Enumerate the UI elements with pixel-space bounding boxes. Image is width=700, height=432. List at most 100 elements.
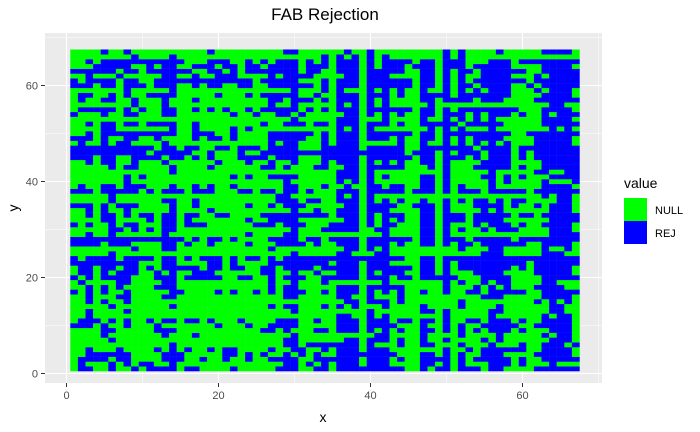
heatmap-cell [283,212,291,218]
heatmap-cell [184,308,193,314]
heatmap-cell [465,145,474,151]
heatmap-cell [77,251,86,257]
heatmap-cell [275,83,284,89]
heatmap-cell [191,169,200,175]
heatmap-cell [290,126,299,132]
heatmap-cell [207,83,215,89]
heatmap-cell [229,251,238,257]
heatmap-cell [283,49,291,55]
heatmap-cell [503,203,512,209]
heatmap-cell [526,78,535,84]
heatmap-cell [70,179,79,185]
heatmap-cell [480,179,489,185]
heatmap-cell [93,217,101,223]
heatmap-cell [93,83,101,89]
heatmap-cell [237,260,246,266]
heatmap-cell [184,294,193,300]
heatmap-cell [93,289,101,295]
heatmap-cell [161,97,170,103]
heatmap-cell [290,97,299,103]
heatmap-cell [214,284,223,290]
heatmap-cell [77,97,86,103]
heatmap-cell [343,193,352,199]
heatmap-cell [169,111,177,117]
heatmap-cell [313,222,322,228]
heatmap-cell [366,332,375,338]
heatmap-cell [435,107,443,113]
heatmap-cell [267,116,276,122]
heatmap-cell [526,159,535,165]
heatmap-cell [283,270,291,276]
heatmap-cell [359,92,367,98]
heatmap-cell [77,59,86,65]
heatmap-cell [427,107,436,113]
heatmap-cell [412,198,421,204]
heatmap-cell [518,279,527,285]
heatmap-cell [222,92,231,98]
heatmap-cell [503,284,512,290]
heatmap-cell [108,183,117,189]
heatmap-cell [153,356,162,362]
heatmap-cell [298,164,307,170]
heatmap-cell [191,308,200,314]
heatmap-cell [252,303,261,309]
heatmap-cell [480,222,489,228]
heatmap-cell [526,188,535,194]
heatmap-cell [351,255,360,261]
heatmap-cell [351,361,360,367]
heatmap-cell [465,342,474,348]
heatmap-cell [313,63,322,69]
heatmap-cell [488,203,497,209]
heatmap-cell [511,299,519,305]
heatmap-cell [199,73,208,79]
heatmap-cell [131,102,139,108]
heatmap-cell [564,169,573,175]
heatmap-cell [465,131,474,137]
heatmap-cell [366,342,375,348]
heatmap-cell [495,203,504,209]
heatmap-cell [564,183,573,189]
heatmap-cell [351,68,360,74]
heatmap-cell [465,313,474,319]
heatmap-cell [404,92,413,98]
heatmap-cell [328,332,337,338]
heatmap-cell [153,347,162,353]
heatmap-cell [267,255,276,261]
heatmap-cell [397,231,405,237]
heatmap-cell [473,193,481,199]
heatmap-cell [283,169,291,175]
heatmap-cell [290,308,299,314]
heatmap-cell [442,337,451,343]
heatmap-cell [229,179,238,185]
heatmap-cell [564,150,573,156]
heatmap-cell [511,140,519,146]
heatmap-cell [214,145,223,151]
heatmap-cell [123,303,132,309]
heatmap-cell [381,73,390,79]
heatmap-cell [229,145,238,151]
heatmap-cell [549,303,557,309]
heatmap-cell [191,217,200,223]
heatmap-cell [70,236,79,242]
heatmap-cell [533,102,542,108]
heatmap-cell [131,155,139,161]
heatmap-cell [176,54,185,60]
heatmap-cell [564,342,573,348]
heatmap-cell [123,251,132,257]
heatmap-cell [229,207,238,213]
heatmap-cell [93,198,101,204]
heatmap-cell [328,97,337,103]
heatmap-cell [298,299,307,305]
heatmap-cell [450,102,459,108]
heatmap-cell [526,150,535,156]
heatmap-cell [328,126,337,132]
heatmap-cell [184,318,193,324]
heatmap-cell [450,323,459,329]
heatmap-cell [229,260,238,266]
heatmap-cell [252,164,261,170]
heatmap-cell [176,222,185,228]
heatmap-cell [100,140,109,146]
heatmap-cell [366,131,375,137]
heatmap-cell [305,361,314,367]
